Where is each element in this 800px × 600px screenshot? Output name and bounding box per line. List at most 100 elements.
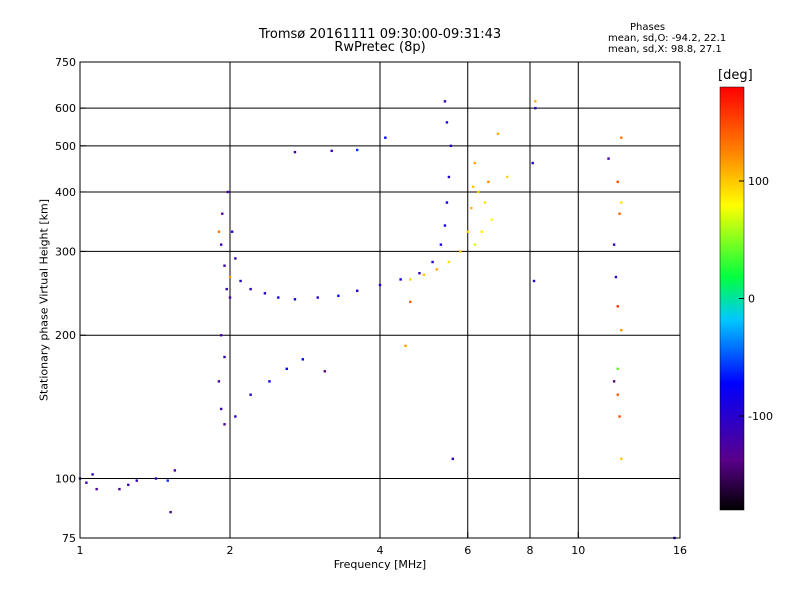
- data-point-o: [451, 457, 455, 461]
- y-tick-label: 600: [55, 102, 76, 115]
- data-point-o: [323, 370, 327, 373]
- data-point-o: [223, 355, 226, 359]
- data-point-x: [496, 132, 500, 135]
- data-point-o: [249, 393, 252, 396]
- x-tick-label: 4: [377, 544, 384, 557]
- data-point-o: [221, 212, 224, 215]
- data-point-o: [607, 157, 610, 160]
- data-point-o: [225, 287, 228, 291]
- data-point-o: [337, 294, 340, 298]
- data-point-x: [490, 218, 493, 221]
- data-point-x: [477, 190, 480, 194]
- colorbar-tick-label: 100: [748, 175, 769, 188]
- data-point-o: [230, 230, 234, 233]
- x-tick-label: 8: [527, 544, 534, 557]
- data-point-o: [293, 150, 297, 154]
- data-point-o: [612, 243, 616, 246]
- data-point-x: [480, 230, 483, 233]
- data-point-o: [532, 279, 536, 283]
- data-point-o: [239, 279, 242, 283]
- data-point-o: [612, 380, 616, 383]
- data-point-o: [447, 175, 451, 179]
- data-point-o: [355, 289, 359, 292]
- data-point-o: [219, 243, 223, 246]
- data-point-o: [378, 283, 382, 287]
- x-tick-label: 16: [673, 544, 687, 557]
- data-point-o: [228, 296, 232, 299]
- data-point-x: [404, 344, 407, 348]
- data-point-x: [620, 457, 623, 461]
- data-point-x: [470, 206, 473, 210]
- data-point-o: [277, 296, 280, 299]
- data-point-x: [505, 175, 509, 179]
- data-point-o: [219, 407, 223, 411]
- axis-ticks: 1 2 4 6 8 10 16 75 100 200 300 400 500 600 750: [55, 56, 687, 557]
- data-point-o: [234, 415, 237, 418]
- data-point-x: [435, 268, 438, 271]
- data-point-o: [293, 298, 297, 301]
- y-tick-label: 750: [55, 56, 76, 69]
- data-point-o: [234, 257, 237, 260]
- data-point-x: [483, 201, 487, 204]
- data-point-x: [447, 260, 451, 264]
- data-point-o: [355, 148, 359, 152]
- data-point-x: [409, 300, 412, 304]
- data-point-x: [616, 393, 619, 396]
- data-point-o: [439, 243, 443, 246]
- data-point-x: [534, 100, 537, 103]
- phase-stats-o: mean, sd,O: -94.2, 22.1: [608, 33, 727, 44]
- data-point-o: [268, 380, 271, 383]
- data-point-o: [443, 224, 447, 227]
- data-point-x: [618, 415, 621, 418]
- data-point-x: [422, 273, 426, 276]
- y-tick-label: 75: [62, 532, 76, 545]
- data-point-o: [91, 473, 94, 476]
- data-point-o: [95, 487, 98, 491]
- data-point-o: [169, 510, 172, 514]
- colorbar-unit-label: [deg]: [718, 68, 753, 83]
- data-point-o: [154, 477, 158, 480]
- data-point-o: [285, 367, 288, 371]
- data-point-x: [620, 201, 623, 204]
- x-tick-label: 2: [227, 544, 234, 557]
- data-point-o: [301, 358, 305, 361]
- data-point-o: [223, 423, 226, 426]
- y-tick-label: 500: [55, 140, 76, 153]
- data-point-x: [616, 305, 619, 308]
- data-point-o: [226, 190, 230, 194]
- chart-subtitle: RwPretec (8p): [334, 40, 426, 55]
- data-point-x: [471, 185, 475, 189]
- data-point-o: [443, 100, 447, 103]
- y-tick-label: 100: [55, 473, 76, 486]
- data-point-o: [445, 201, 449, 204]
- x-axis-label: Frequency [MHz]: [333, 558, 427, 571]
- chart-title: Tromsø 20161111 09:30:00-09:31:43: [258, 27, 502, 42]
- data-points: [78, 100, 676, 540]
- colorbar-tick-label: -100: [748, 410, 773, 423]
- data-point-o: [127, 483, 130, 487]
- x-tick-label: 1: [77, 544, 84, 557]
- data-point-o: [431, 260, 434, 264]
- phase-stats-x: mean, sd,X: 98.8, 27.1: [608, 44, 722, 55]
- colorbar-tick-label: 0: [748, 293, 755, 306]
- y-tick-label: 200: [55, 329, 76, 342]
- data-point-o: [330, 149, 333, 153]
- data-point-o: [449, 144, 453, 148]
- x-tick-label: 6: [464, 544, 471, 557]
- data-point-o: [534, 106, 537, 110]
- grid: [80, 62, 680, 538]
- data-point-x: [620, 136, 623, 139]
- data-point-o: [166, 479, 169, 482]
- y-tick-label: 300: [55, 245, 76, 258]
- data-point-x: [473, 161, 477, 165]
- data-point-o: [418, 272, 421, 275]
- data-point-o: [118, 487, 121, 491]
- data-point-o: [219, 334, 223, 337]
- data-point-o: [223, 264, 226, 267]
- y-tick-label: 400: [55, 186, 76, 199]
- data-point-o: [135, 479, 138, 482]
- data-point-o: [263, 292, 267, 295]
- data-point-o: [249, 287, 252, 291]
- data-point-x: [620, 328, 623, 332]
